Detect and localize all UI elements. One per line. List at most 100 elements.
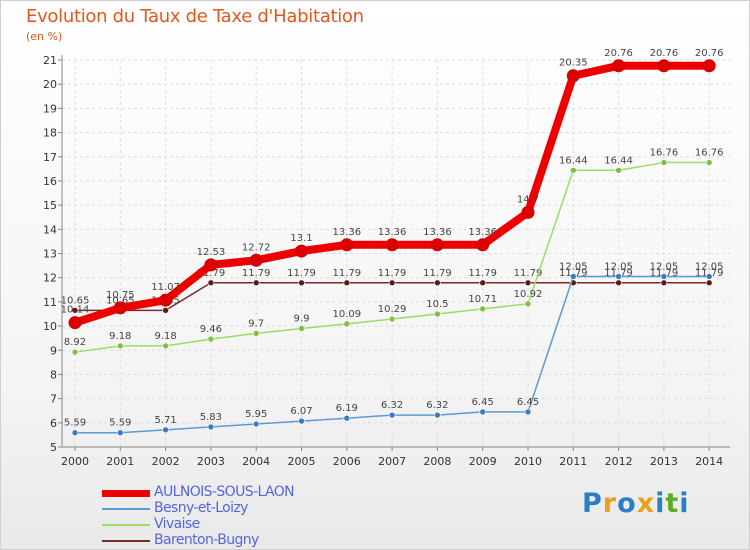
data-label: 10.65 xyxy=(61,295,90,306)
data-point xyxy=(479,408,487,416)
legend-swatch xyxy=(102,540,150,542)
data-label: 13.36 xyxy=(468,227,497,238)
data-point xyxy=(521,205,535,219)
data-point xyxy=(207,423,215,431)
data-point xyxy=(252,420,260,428)
y-tick-label: 11 xyxy=(43,296,57,309)
logo-letter: i xyxy=(655,488,666,519)
data-label: 9.18 xyxy=(109,331,131,342)
data-point xyxy=(295,244,308,258)
data-label: 12.72 xyxy=(242,242,271,253)
data-point xyxy=(71,307,79,314)
data-label: 6.19 xyxy=(336,403,358,414)
data-point xyxy=(343,320,351,328)
data-label: 20.76 xyxy=(604,48,633,59)
data-point xyxy=(162,342,169,350)
data-label: 10.29 xyxy=(378,304,407,315)
data-label: 16.76 xyxy=(695,148,724,159)
data-label: 16.76 xyxy=(650,148,679,159)
data-point xyxy=(207,335,215,343)
data-label: 10.75 xyxy=(106,290,135,301)
data-point xyxy=(71,348,79,356)
legend-label: AULNOIS-SOUS-LAON xyxy=(154,484,295,500)
data-point xyxy=(660,279,668,287)
y-tick-label: 12 xyxy=(43,272,57,285)
data-point xyxy=(388,279,396,287)
data-point xyxy=(298,279,305,287)
chart-title: Evolution du Taux de Taxe d'Habitation xyxy=(26,6,364,27)
data-label: 10.71 xyxy=(468,294,497,305)
data-point xyxy=(615,273,622,280)
data-point xyxy=(298,417,305,425)
x-tick-label: 2014 xyxy=(695,455,723,468)
y-tick-label: 9 xyxy=(50,344,57,357)
data-point xyxy=(162,426,169,434)
data-point xyxy=(252,279,260,287)
x-tick-label: 2010 xyxy=(514,455,542,468)
data-point xyxy=(524,408,532,416)
logo-letter: o xyxy=(617,488,637,519)
data-point xyxy=(569,273,577,280)
data-label: 9.46 xyxy=(200,324,222,335)
data-label: 10.09 xyxy=(332,309,361,320)
data-point xyxy=(705,273,713,280)
data-point xyxy=(430,238,444,252)
data-point xyxy=(249,253,263,267)
data-point xyxy=(343,414,351,422)
y-tick-label: 8 xyxy=(50,368,57,381)
x-tick-label: 2012 xyxy=(605,455,633,468)
x-tick-label: 2006 xyxy=(333,455,361,468)
data-point xyxy=(68,316,82,330)
data-label: 20.76 xyxy=(650,48,679,59)
y-tick-label: 16 xyxy=(43,175,57,188)
data-label: 11.79 xyxy=(468,268,497,279)
data-point xyxy=(569,166,577,174)
legend-swatch xyxy=(102,490,150,497)
data-point xyxy=(340,238,354,252)
y-tick-label: 17 xyxy=(43,151,57,164)
data-label: 10.65 xyxy=(106,295,135,306)
data-label: 5.71 xyxy=(154,415,176,426)
data-point xyxy=(204,258,218,272)
data-point xyxy=(388,411,396,419)
logo-letter: P xyxy=(582,488,603,519)
y-tick-label: 18 xyxy=(43,127,57,140)
proxiti-logo: Proxiti xyxy=(582,488,690,519)
data-label: 9.18 xyxy=(154,331,176,342)
x-tick-label: 2002 xyxy=(152,455,180,468)
data-point xyxy=(117,342,124,350)
data-label: 13.1 xyxy=(290,233,312,244)
data-label: 20.35 xyxy=(559,58,588,69)
data-point xyxy=(434,310,441,318)
data-label: 12.05 xyxy=(559,261,588,272)
data-label: 13.36 xyxy=(423,227,452,238)
data-label: 13.36 xyxy=(332,227,361,238)
data-point xyxy=(476,238,490,252)
data-label: 16.44 xyxy=(559,155,588,166)
data-label: 6.32 xyxy=(381,400,403,411)
data-label: 5.59 xyxy=(64,418,86,429)
x-tick-label: 2007 xyxy=(378,455,406,468)
data-point xyxy=(660,159,668,166)
data-label: 11.79 xyxy=(197,268,226,279)
data-label: 12.05 xyxy=(650,261,679,272)
data-label: 11.79 xyxy=(423,268,452,279)
data-label: 11.79 xyxy=(378,268,407,279)
legend-label: Vivaise xyxy=(154,516,200,532)
data-label: 9.9 xyxy=(294,313,310,324)
x-tick-label: 2004 xyxy=(242,455,270,468)
y-tick-label: 6 xyxy=(50,417,57,430)
unit-label: (en %) xyxy=(26,30,63,43)
x-tick-label: 2003 xyxy=(197,455,225,468)
data-point xyxy=(159,293,173,307)
data-point xyxy=(524,300,532,308)
data-point xyxy=(207,279,215,287)
y-tick-label: 7 xyxy=(50,393,57,406)
logo-letter: i xyxy=(679,488,690,519)
data-point xyxy=(343,279,351,287)
data-label: 12.05 xyxy=(695,261,724,272)
data-point xyxy=(615,166,622,174)
y-tick-label: 21 xyxy=(43,54,57,67)
data-label: 14.7 xyxy=(517,194,539,205)
data-label: 11.79 xyxy=(514,268,543,279)
